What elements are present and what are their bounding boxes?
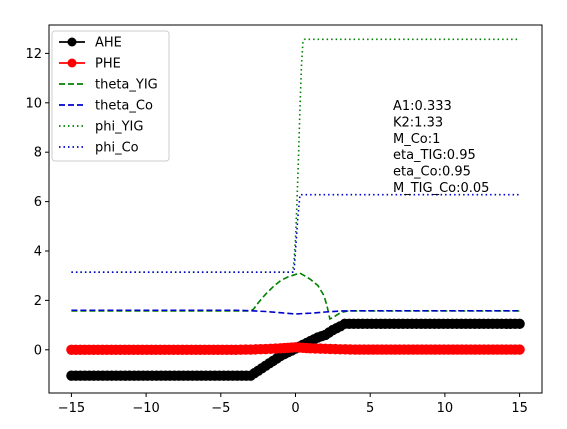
y-tick-label: 10 [25, 96, 42, 111]
y-tick-label: 6 [34, 195, 42, 210]
annotation-line: A1:0.333 [393, 99, 452, 114]
axes-layer: −15 −10 −5 0 5 10 15 0 2 4 6 8 10 12 [25, 47, 527, 416]
x-tick-label: 15 [511, 401, 528, 416]
annotation-line: eta_Co:0.95 [393, 165, 471, 180]
y-tick-label: 8 [34, 146, 42, 161]
x-tick-label: 10 [437, 401, 454, 416]
series-phi_Co [71, 193, 520, 274]
legend-label: phi_YIG [95, 120, 143, 135]
legend-label: theta_Co [95, 99, 153, 114]
y-tick-label: 2 [34, 294, 42, 309]
legend-marker [67, 37, 77, 47]
x-tick-label: −15 [58, 401, 85, 416]
legend-label: PHE [95, 57, 121, 72]
legend-entry-phi_YIG: phi_YIG [59, 120, 143, 135]
data-point-PHE [514, 344, 525, 355]
legend-entry-theta_Co: theta_Co [59, 99, 153, 114]
legend-label: phi_Co [95, 141, 139, 156]
annotation-line: M_TIG_Co:0.05 [393, 181, 489, 196]
legend-entry-AHE: AHE [59, 36, 122, 51]
legend-entry-PHE: PHE [59, 57, 121, 72]
legend-entry-theta_YIG: theta_YIG [59, 78, 158, 93]
legend-label: theta_YIG [95, 78, 158, 93]
series-line-theta_Co [71, 309, 520, 315]
x-tick-label: −10 [132, 401, 159, 416]
legend-label: AHE [95, 36, 122, 51]
series-line-theta_YIG [71, 272, 520, 321]
x-tick-label: 5 [366, 401, 374, 416]
series-theta_Co [71, 309, 520, 315]
annotation-line: eta_TIG:0.95 [393, 148, 476, 163]
annotation-line: M_Co:1 [393, 132, 440, 147]
y-tick-label: 0 [34, 343, 42, 358]
x-tick-label: −5 [211, 401, 230, 416]
y-tick-label: 12 [25, 47, 42, 62]
legend: AHE PHE theta_YIG theta_Co phi_YIG phi_Co [51, 30, 170, 162]
series-line-phi_Co [71, 193, 520, 274]
x-tick-label: 0 [291, 401, 299, 416]
annotation-line: K2:1.33 [393, 115, 443, 130]
legend-marker [67, 58, 77, 68]
series-AHE [66, 318, 525, 381]
legend-entry-phi_Co: phi_Co [59, 141, 139, 156]
series-theta_YIG [71, 272, 520, 321]
series-layer [66, 38, 525, 381]
series-PHE [66, 342, 525, 355]
y-tick-label: 4 [34, 244, 42, 259]
data-point-AHE [514, 318, 525, 330]
